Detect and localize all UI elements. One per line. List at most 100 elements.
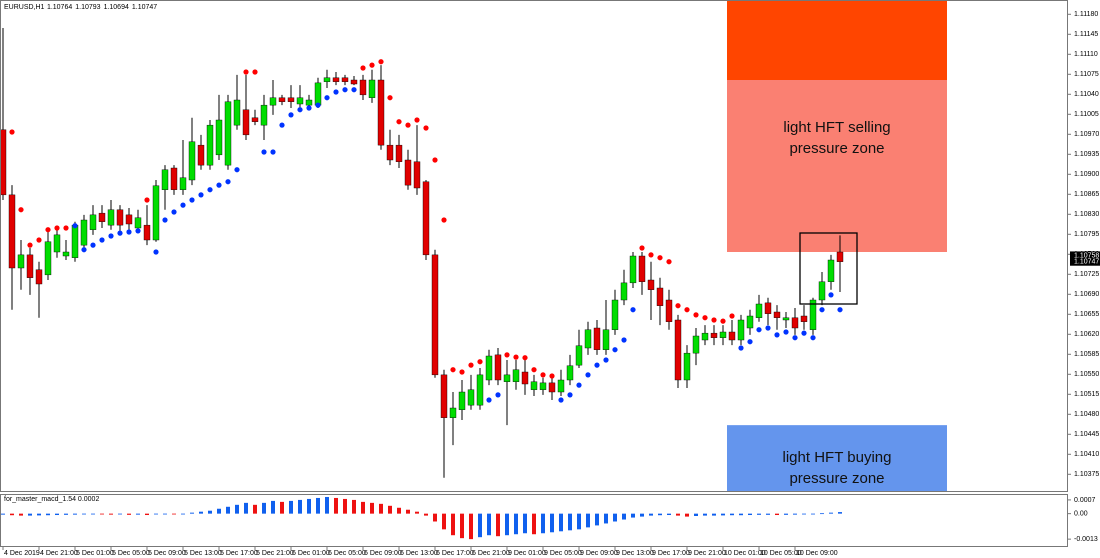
sar-dot <box>693 312 699 318</box>
sar-dot <box>297 107 303 113</box>
macd-tick-label: -0.0013 <box>1074 536 1098 543</box>
sar-dot <box>558 397 564 403</box>
y-tick-label: 1.10900 <box>1074 171 1099 178</box>
candle-body <box>386 144 394 161</box>
sar-dot <box>207 187 213 193</box>
sar-dot <box>675 303 681 309</box>
candle-body <box>0 129 7 196</box>
x-tick-label: 6 Dec 17:00 <box>436 550 474 557</box>
macd-bar <box>532 513 536 535</box>
macd-bar <box>361 501 365 514</box>
candle-body <box>287 97 295 102</box>
sar-dot <box>648 252 654 258</box>
sar-dot <box>702 315 708 321</box>
sar-dot <box>171 209 177 215</box>
sar-dot <box>828 292 834 298</box>
sar-dot <box>279 122 285 128</box>
sar-dot <box>495 392 501 398</box>
macd-bar <box>505 513 509 536</box>
macd-bar <box>388 505 392 514</box>
candle-body <box>8 194 16 269</box>
macd-bar <box>478 513 482 538</box>
macd-bar <box>163 513 167 515</box>
sar-dot <box>72 223 78 229</box>
macd-bar <box>37 513 41 516</box>
x-tick-label: 5 Dec 05:00 <box>112 550 150 557</box>
macd-bar <box>307 498 311 514</box>
sar-dot <box>270 149 276 155</box>
macd-bar <box>514 513 518 535</box>
candle-body <box>602 329 610 350</box>
pressure-zone <box>727 425 947 492</box>
macd-bar <box>325 496 329 514</box>
sar-dot <box>774 332 780 338</box>
macd-bar <box>433 513 437 522</box>
sar-dot <box>396 119 402 125</box>
macd-bar <box>460 513 464 539</box>
sar-dot <box>810 335 816 341</box>
candle-body <box>242 109 250 136</box>
sar-dot <box>603 357 609 363</box>
sar-dot <box>765 325 771 331</box>
candle-body <box>413 161 421 189</box>
candle-body <box>278 97 286 102</box>
candle-body <box>476 374 484 406</box>
candle-body <box>611 299 619 330</box>
candle-body <box>629 255 637 284</box>
candle-body <box>746 315 754 329</box>
header-value: 1.10694 <box>104 4 129 11</box>
candle-body <box>494 354 502 381</box>
header-value: 1.10793 <box>75 4 100 11</box>
x-tick-label: 10 Dec 05:00 <box>760 550 802 557</box>
sar-dot <box>711 317 717 323</box>
main-frame <box>0 0 1068 492</box>
candle-body <box>764 302 772 314</box>
macd-bar <box>190 512 194 514</box>
marks <box>0 28 844 478</box>
candle-body <box>575 345 583 366</box>
macd-bar <box>73 513 77 515</box>
highlight-box <box>799 232 858 305</box>
header: EURUSD,H1 1.10764 1.10793 1.10694 1.10747 <box>4 4 157 11</box>
macd-bar <box>622 513 626 520</box>
sar-dot <box>81 247 87 253</box>
macd-bar <box>289 500 293 514</box>
macd-bar <box>766 513 770 515</box>
x-tick-label: 9 Dec 17:00 <box>652 550 690 557</box>
x-tick-label: 9 Dec 13:00 <box>616 550 654 557</box>
candle-body <box>710 332 718 338</box>
macd-bar <box>838 512 842 514</box>
candle-body <box>197 144 205 166</box>
sar-dot <box>459 369 465 375</box>
candle-body <box>98 212 106 222</box>
candle-body <box>206 124 214 166</box>
x-tick-label: 5 Dec 01:00 <box>76 550 114 557</box>
macd-bar <box>730 513 734 516</box>
candle-body <box>656 287 664 306</box>
candle-body <box>647 279 655 290</box>
candle-body <box>827 259 835 282</box>
candle-body <box>458 391 466 410</box>
sar-dot <box>117 230 123 236</box>
macd-bar <box>442 513 446 530</box>
candle-body <box>260 104 268 126</box>
candle-body <box>503 374 511 382</box>
y-tick-label: 1.11110 <box>1074 51 1098 58</box>
candle-body <box>683 352 691 381</box>
candle-body <box>251 117 259 122</box>
candle-body <box>107 209 115 226</box>
sar-dot <box>351 87 357 93</box>
candle-body <box>692 335 700 354</box>
candle-body <box>791 317 799 329</box>
sar-dot <box>531 367 537 373</box>
y-tick-label: 1.10375 <box>1074 471 1099 478</box>
candle-body <box>755 303 763 318</box>
macd-bar <box>667 513 671 516</box>
candle-body <box>665 299 673 322</box>
candle-body <box>350 79 358 85</box>
x-tick-label: 10 Dec 09:00 <box>796 550 838 557</box>
candle-body <box>215 119 223 156</box>
macd-bar <box>217 508 221 514</box>
indicator-frame <box>0 494 1068 547</box>
